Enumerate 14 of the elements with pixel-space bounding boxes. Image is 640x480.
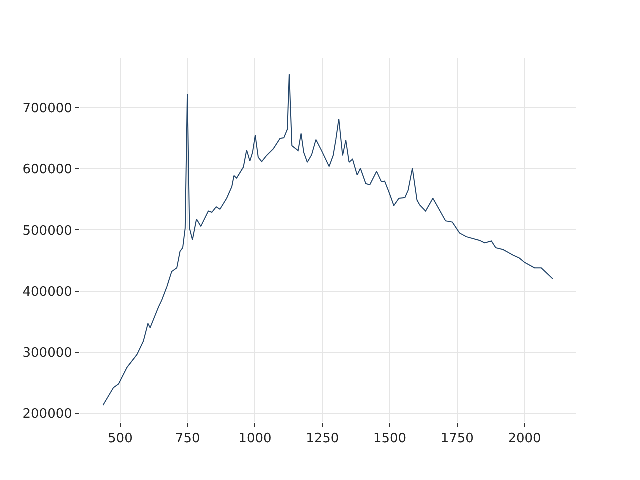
x-tick-label: 1250 — [306, 432, 340, 447]
line-series — [102, 74, 554, 406]
x-tick-label: 1000 — [238, 432, 272, 447]
x-tick-label: 2000 — [508, 432, 542, 447]
y-tick-label: 700000 — [22, 102, 72, 117]
x-tick-label: 1750 — [440, 432, 474, 447]
y-tick-label: 200000 — [22, 407, 72, 422]
x-tick-label: 500 — [108, 432, 133, 447]
x-tick-label: 750 — [175, 432, 200, 447]
x-tick-label: 1500 — [373, 432, 407, 447]
y-tick-label: 600000 — [22, 162, 72, 178]
y-tick-label: 500000 — [22, 224, 72, 239]
y-tick-label: 300000 — [22, 346, 72, 361]
y-tick-label: 400000 — [22, 284, 72, 300]
